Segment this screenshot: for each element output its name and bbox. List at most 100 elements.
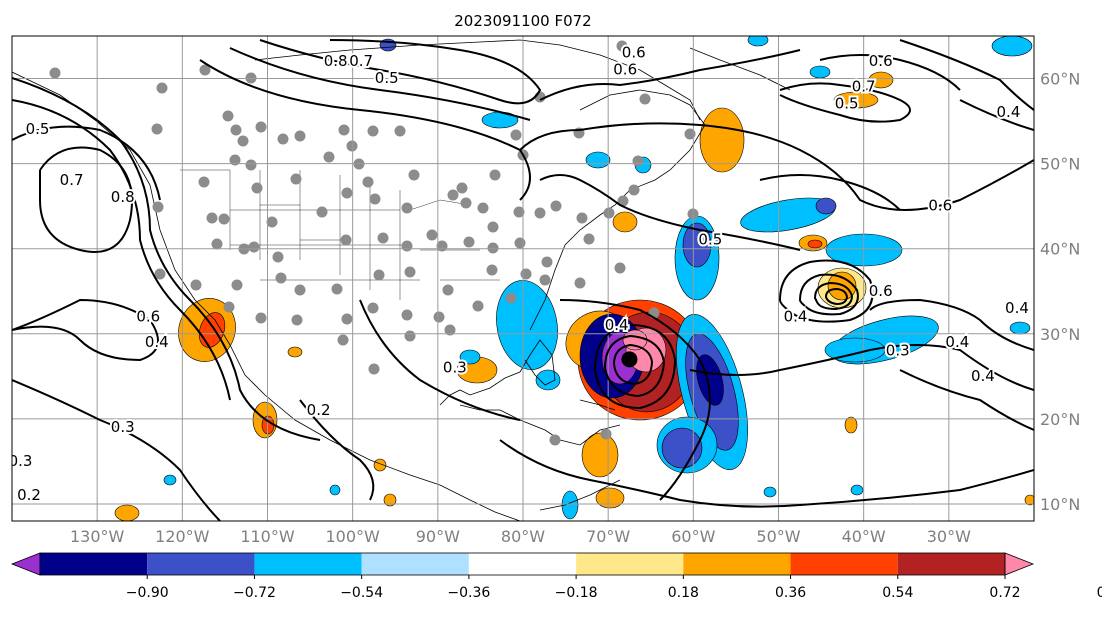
contour-label: 0.3	[886, 341, 910, 359]
station-dot	[223, 301, 235, 313]
station-dot	[266, 216, 278, 228]
contour-label: 0.4	[945, 333, 969, 351]
station-dot	[49, 67, 61, 79]
contour-label: 0.7	[852, 78, 876, 96]
x-tick-label: 70°W	[586, 527, 630, 546]
station-dot	[367, 125, 379, 137]
station-dot	[198, 176, 210, 188]
y-tick-label: 60°N	[1040, 70, 1080, 89]
station-dot	[367, 302, 379, 314]
contour-label: 0.4	[145, 333, 169, 351]
station-dot	[539, 274, 551, 286]
x-axis-ticks: 130°W 120°W 110°W 100°W 90°W 80°W 70°W 60°W 50°W…	[70, 527, 971, 546]
contour-line	[39, 146, 133, 253]
station-dot	[550, 200, 562, 212]
station-dot	[401, 202, 413, 214]
station-dot	[255, 312, 267, 324]
coastline	[12, 71, 521, 521]
station-dot	[486, 264, 498, 276]
station-dot	[513, 206, 525, 218]
contour-line	[899, 39, 1034, 111]
station-dot	[222, 110, 234, 122]
station-dot	[639, 93, 651, 105]
x-tick-label: 110°W	[240, 527, 295, 546]
shading-blob	[612, 211, 638, 233]
x-tick-label: 100°W	[325, 527, 380, 546]
station-dot	[237, 135, 249, 147]
station-dot	[245, 159, 257, 171]
colorbar-segment	[897, 553, 1005, 575]
contour-line	[899, 369, 1034, 431]
station-dot	[477, 202, 489, 214]
contour-label: 0.6	[136, 307, 160, 325]
shading-blob	[682, 222, 712, 268]
contour-label: 0.5	[26, 120, 50, 138]
station-dot	[206, 212, 218, 224]
station-dot	[549, 434, 561, 446]
contour-label: 0.6	[613, 61, 637, 79]
contour-line	[759, 174, 901, 211]
shading-blob	[809, 65, 831, 79]
contour-label: 0.6	[869, 282, 893, 300]
shading-blob	[763, 486, 777, 498]
colorbar-label: −0.72	[233, 585, 276, 601]
station-dot	[337, 334, 349, 346]
contour-line	[559, 299, 711, 501]
station-dot	[338, 124, 350, 136]
station-dot	[323, 151, 335, 163]
station-dot	[275, 272, 287, 284]
contour-label: 0.7	[60, 171, 84, 189]
station-dot	[156, 82, 168, 94]
contour-label: 0.6	[869, 52, 893, 70]
contour-label: 0.4	[971, 367, 995, 385]
contour-label: 0.4	[997, 103, 1021, 121]
station-dot	[362, 176, 374, 188]
station-dot	[373, 269, 385, 281]
chart-title: 2023091100 F072	[454, 12, 591, 30]
contour-label: 0.4	[784, 307, 808, 325]
station-dot	[277, 133, 289, 145]
hurricane-center	[621, 351, 638, 368]
shading-blob	[585, 151, 611, 169]
station-dot	[603, 207, 615, 219]
contour-label: 0.2	[307, 401, 331, 419]
contour-line	[594, 323, 677, 410]
contour-line	[779, 259, 874, 323]
colorbar-segment	[361, 553, 469, 575]
y-tick-label: 20°N	[1040, 410, 1080, 429]
colorbar-extend-high	[1004, 552, 1035, 576]
station-dot	[368, 363, 380, 375]
station-dot	[245, 72, 257, 84]
station-dot	[251, 182, 263, 194]
y-tick-label: 50°N	[1040, 155, 1080, 174]
station-dot	[447, 189, 459, 201]
colorbar-segment	[683, 553, 791, 575]
station-dot	[248, 241, 260, 253]
shading-blob	[699, 107, 745, 173]
contour-label: 0.6	[928, 197, 952, 215]
shading-blob	[833, 91, 879, 109]
colorbar-segment	[790, 553, 898, 575]
contour-labels: 0.60.8 0.60.70.50.60.70.5 0.40.50.70.8 0.60…	[12, 42, 1031, 506]
shading-blob	[844, 416, 858, 434]
station-dot	[151, 123, 163, 135]
station-dot	[377, 232, 389, 244]
coastline	[459, 404, 621, 446]
shading-blob	[561, 490, 579, 520]
colorbar-label: 0.72	[989, 585, 1020, 601]
station-dot	[190, 279, 202, 291]
contour-line	[519, 122, 1034, 211]
shading-blob	[1009, 321, 1031, 335]
station-dot	[401, 240, 413, 252]
station-dot	[340, 234, 352, 246]
station-dot	[487, 242, 499, 254]
shading-blob	[373, 458, 387, 472]
contour-label: 0.5	[375, 69, 399, 87]
shading-blob	[1024, 494, 1034, 506]
contour-line	[959, 99, 1034, 131]
shading-blob	[114, 504, 140, 521]
colorbar-segment	[576, 553, 684, 575]
station-dot	[632, 155, 644, 167]
coastline	[539, 479, 621, 511]
contour-line	[12, 298, 159, 362]
